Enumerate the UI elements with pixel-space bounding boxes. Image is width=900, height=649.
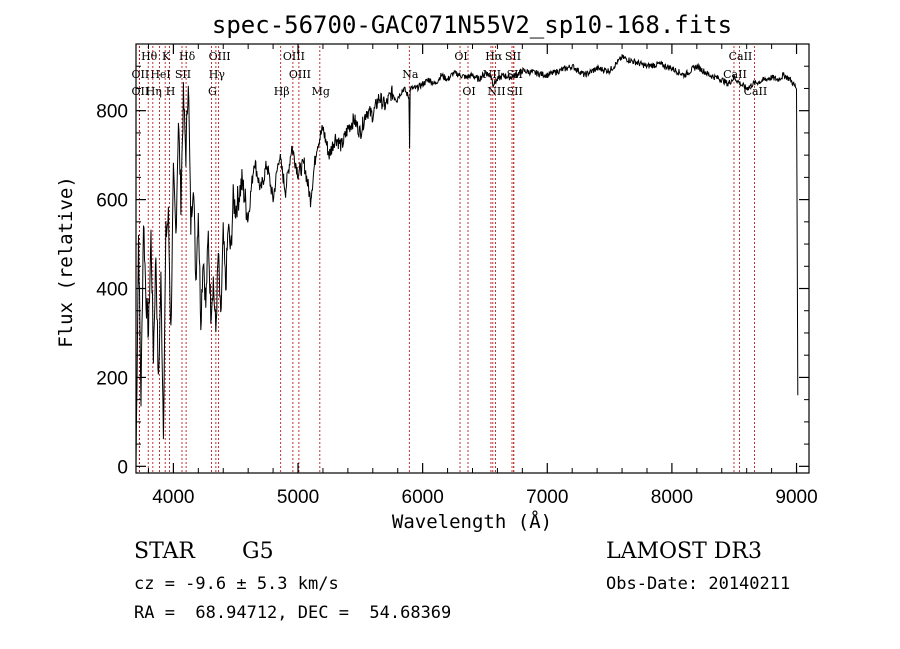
line-marker-label: NII (483, 68, 501, 81)
chart-title: spec-56700-GAC071N55V2_sp10-168.fits (212, 11, 732, 39)
y-tick-label: 400 (96, 280, 128, 301)
obs-date: Obs-Date: 20140211 (606, 574, 791, 594)
x-tick-label: 9000 (775, 487, 817, 508)
line-marker-label: Na (402, 68, 419, 81)
x-tick-label: 8000 (651, 487, 693, 508)
line-marker-label: OIII (289, 68, 311, 81)
y-tick-label: 200 (96, 368, 128, 389)
plot-frame (135, 43, 810, 474)
line-marker-label: CaII (744, 85, 768, 98)
redshift-readout: cz = -9.6 ± 5.3 km/s (134, 574, 339, 594)
x-tick-label: 6000 (402, 487, 444, 508)
line-marker-label: Hη (146, 85, 162, 98)
y-axis-label: Flux (relative) (55, 176, 77, 348)
line-marker-label: Hα (485, 50, 503, 63)
y-axis: 0 200 400 600 800 (96, 65, 809, 478)
line-marker-label: SII (505, 50, 521, 63)
line-marker-label: K (162, 50, 171, 63)
line-marker-label: NII (487, 85, 505, 98)
object-subclass: G5 (242, 539, 274, 564)
line-marker-label: CaII (729, 50, 753, 63)
line-marker-label: Hθ (141, 50, 158, 63)
line-marker-label: SII (175, 68, 191, 81)
x-axis: 4000 5000 6000 7000 8000 9000 (147, 44, 818, 508)
y-tick-label: 0 (117, 457, 128, 478)
y-tick-label: 600 (96, 191, 128, 212)
line-marker-label: OI (454, 50, 467, 63)
x-axis-label: Wavelength (Å) (392, 510, 552, 533)
flux-series-line (135, 54, 799, 467)
x-tick-label: 5000 (277, 487, 319, 508)
line-marker-label: Hδ (179, 50, 196, 63)
line-marker-label: G (208, 85, 217, 98)
line-marker-label: Hβ (274, 85, 290, 98)
survey-name: LAMOST DR3 (606, 539, 762, 564)
line-marker-label: OIII (283, 50, 305, 63)
x-tick-label: 7000 (526, 487, 568, 508)
coordinates-readout: RA = 68.94712, DEC = 54.68369 (134, 603, 452, 623)
object-class: STAR (134, 539, 195, 564)
line-marker-label: Mg (312, 85, 330, 98)
line-marker-label: OIII (209, 50, 231, 63)
x-tick-label: 4000 (152, 487, 194, 508)
line-marker-label: H (166, 85, 176, 98)
line-marker-label: Hγ (209, 68, 226, 81)
line-marker-label: OI (462, 85, 475, 98)
line-marker-label: SII (507, 85, 523, 98)
line-marker-label: CaII (723, 68, 747, 81)
line-marker-label: OII (132, 68, 150, 81)
line-marker-label: HeI (150, 68, 170, 81)
y-tick-label: 800 (96, 102, 128, 123)
